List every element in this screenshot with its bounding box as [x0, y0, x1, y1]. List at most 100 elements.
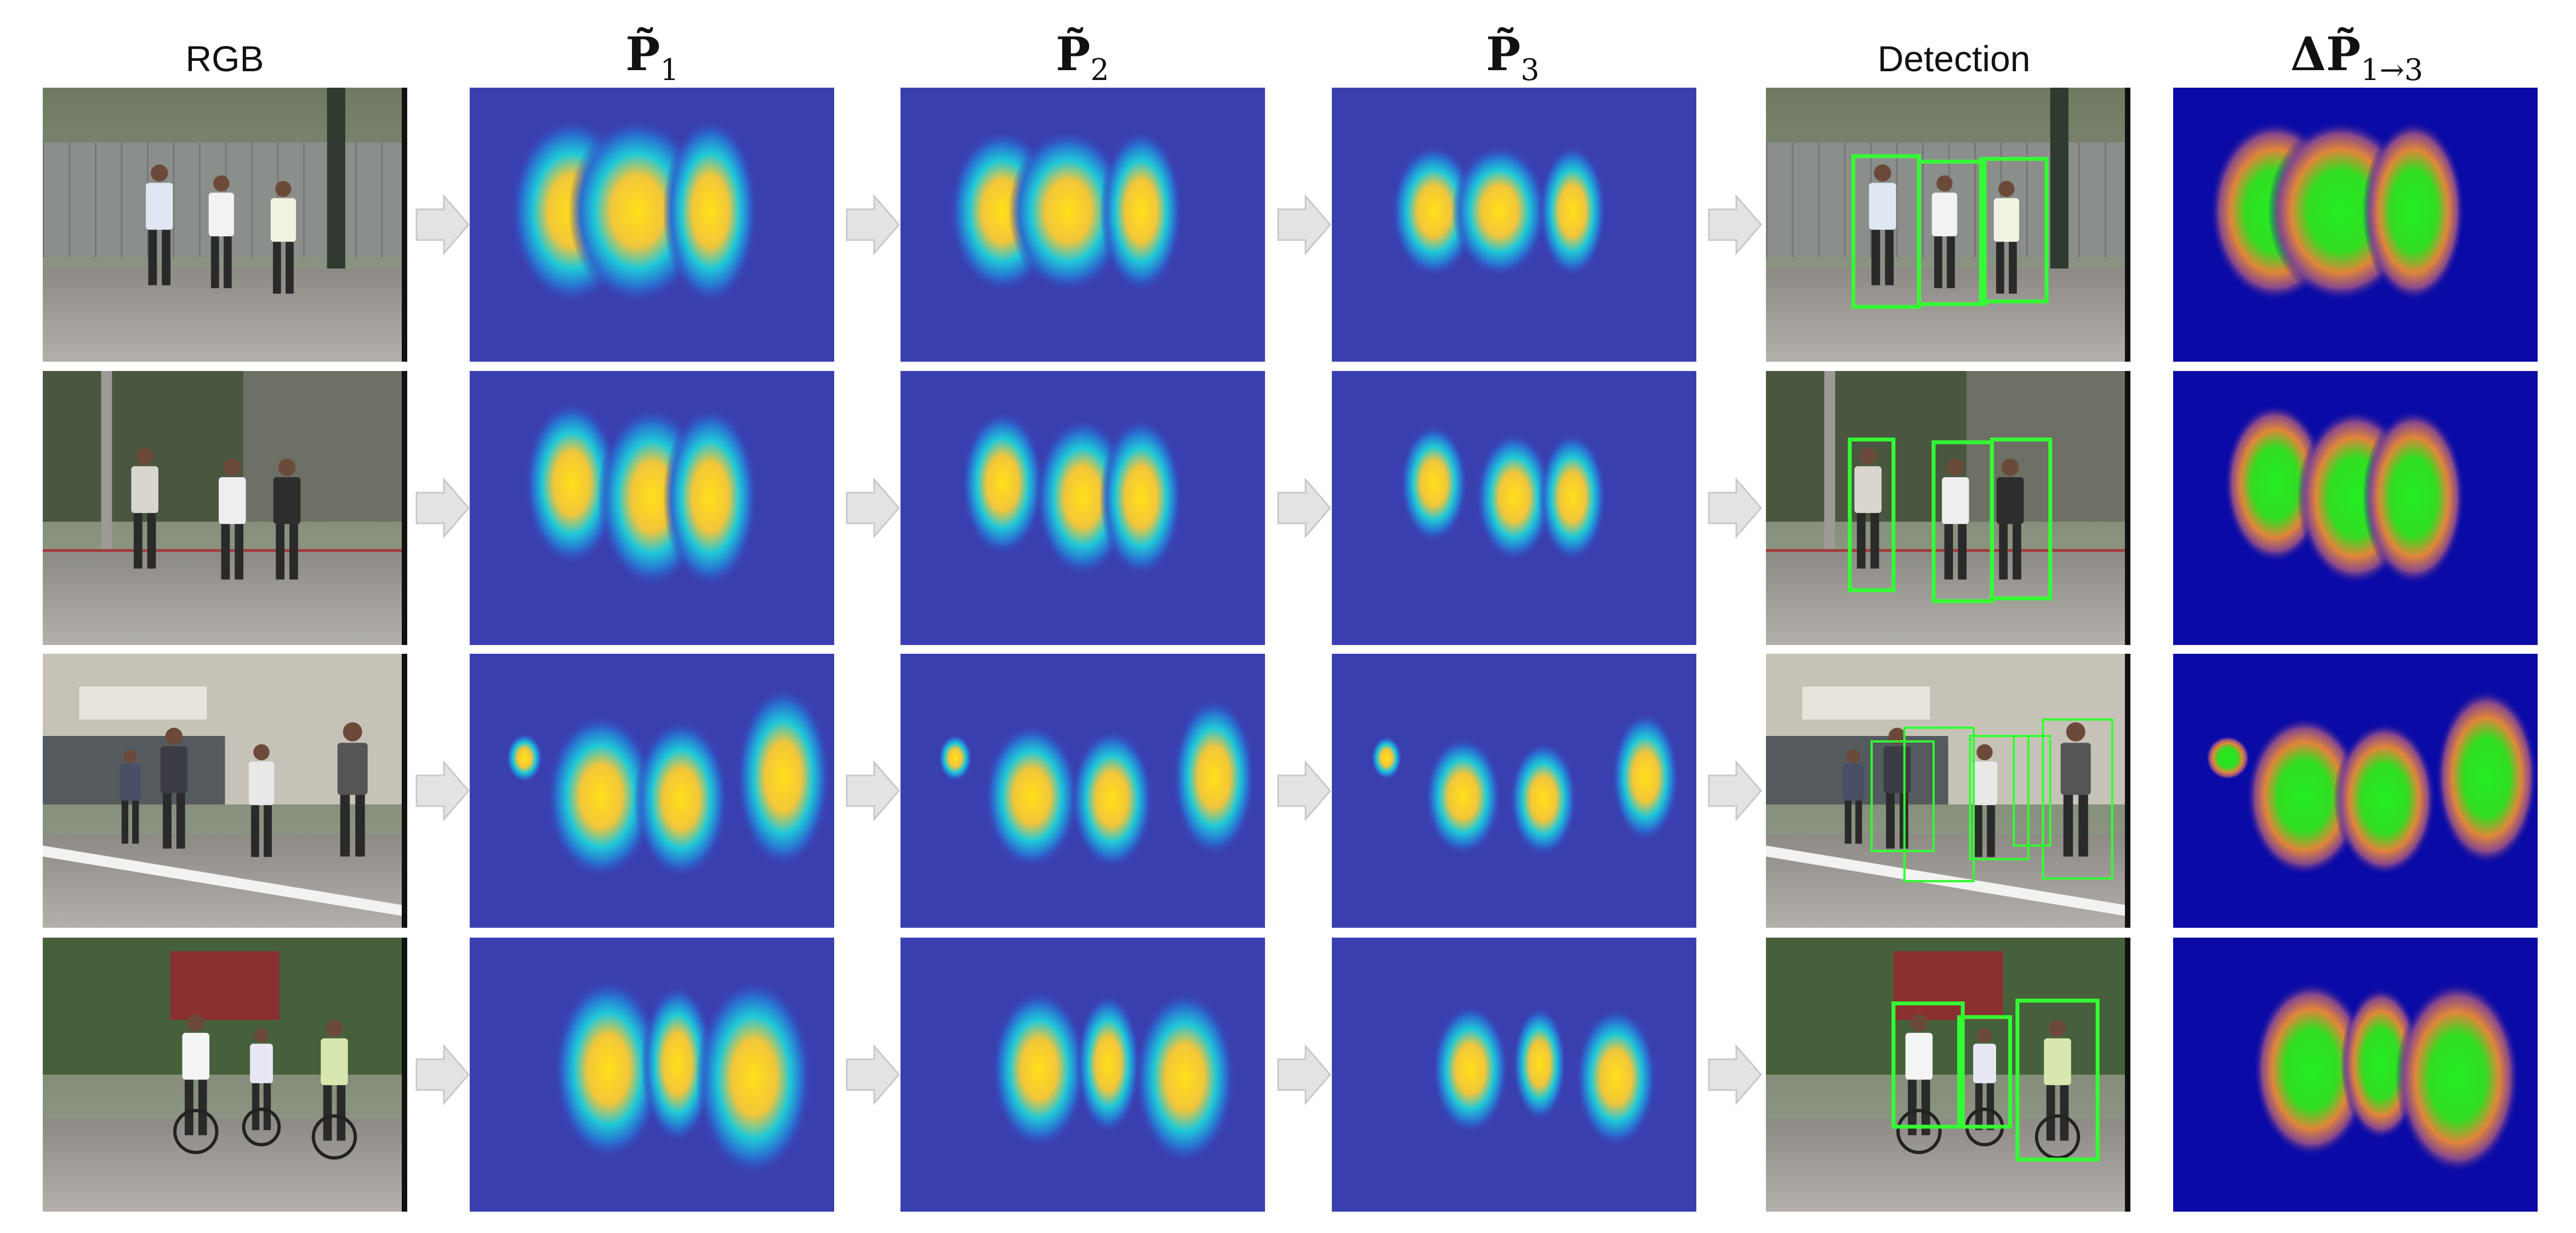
figure-row-road-three-cyclists [43, 938, 2538, 1212]
right-arrow-icon [1708, 1043, 1762, 1106]
person [1993, 181, 2019, 294]
fence-post [1922, 142, 1924, 258]
fence-post [43, 142, 44, 258]
frame-border [402, 88, 407, 362]
person-head [2001, 459, 2019, 476]
detection-box [1979, 157, 2049, 304]
person-torso [146, 182, 173, 230]
person-head [165, 728, 183, 745]
person-leg [132, 800, 139, 844]
person-torso [248, 761, 275, 806]
heatmap-blob [546, 714, 656, 878]
person-leg [133, 513, 143, 569]
building [243, 371, 407, 522]
fence-post [199, 142, 201, 258]
person-leg [1844, 800, 1852, 844]
person [311, 1020, 357, 1160]
person [1996, 459, 2024, 580]
person-leg [185, 1080, 193, 1135]
detection-box [1917, 159, 1987, 306]
person [242, 1028, 281, 1146]
person-head [1977, 1028, 1992, 1043]
fence-post [1974, 142, 1976, 258]
person-torso [1869, 182, 1896, 230]
person-leg [162, 230, 171, 286]
person-head [275, 181, 292, 197]
difference-blob [2395, 981, 2520, 1173]
person-head [213, 175, 230, 192]
heatmap-blob [1172, 698, 1256, 857]
detection-box [2015, 998, 2100, 1162]
person-torso [321, 1038, 348, 1086]
person-head [253, 744, 270, 761]
person [270, 181, 296, 294]
person-head [1936, 175, 1953, 192]
pole [1824, 371, 1836, 563]
heatmap-blob [1099, 129, 1183, 293]
person-torso [1883, 746, 1911, 794]
rgb-image [43, 654, 407, 928]
bicycle-wheel [311, 1114, 357, 1160]
heatmap-p1 [470, 88, 834, 362]
person-leg [1944, 524, 1953, 580]
frame-border [2125, 88, 2130, 362]
person-leg [2078, 795, 2088, 857]
person-head [224, 459, 241, 476]
heatmap-p1 [470, 654, 834, 928]
person-leg [323, 1085, 332, 1141]
heatmap-blob [1371, 736, 1403, 780]
person-head [187, 1014, 205, 1032]
right-arrow-icon [846, 193, 900, 256]
right-arrow-icon [846, 1043, 900, 1106]
person-leg [2046, 1085, 2055, 1141]
right-arrow-icon [846, 477, 900, 539]
heatmap-p1 [470, 938, 834, 1212]
person-leg [1974, 805, 1982, 857]
person-leg [1947, 236, 1955, 288]
heatmap-blob [506, 733, 543, 783]
rgb-image [43, 938, 407, 1212]
detection-box [1848, 437, 1896, 592]
person-head [343, 722, 362, 741]
person-leg [1986, 1083, 1994, 1131]
person-leg [286, 242, 294, 294]
person-torso [1942, 477, 1969, 524]
heatmap-blob [634, 720, 729, 878]
person [248, 744, 275, 857]
shop-sign [1802, 687, 1930, 720]
person-leg [1987, 805, 1995, 857]
rgb-image [43, 371, 407, 645]
person [160, 728, 188, 849]
difference-blob [2362, 121, 2465, 301]
difference-map [2173, 371, 2538, 645]
person-leg [340, 795, 350, 857]
detection-box [1903, 727, 1975, 882]
person-leg [235, 524, 244, 580]
person-leg [1999, 524, 2008, 580]
difference-blob [2253, 981, 2370, 1157]
difference-map [2173, 938, 2538, 1212]
road [43, 1118, 407, 1212]
heatmap-blob [1538, 432, 1606, 562]
heatmap-p3 [1332, 371, 1696, 645]
heatmap-blob [1099, 418, 1183, 576]
person-head [326, 1020, 343, 1037]
person-leg [2060, 1085, 2069, 1141]
person-leg [337, 1085, 346, 1141]
fence-post [1792, 142, 1794, 258]
right-arrow-icon [415, 760, 470, 822]
heatmap-blob [1390, 145, 1477, 277]
person-torso [2044, 1038, 2071, 1086]
person-leg [1908, 1080, 1917, 1135]
heatmap-blob [641, 984, 714, 1143]
person-leg [252, 1083, 260, 1131]
heatmap-blob [1008, 129, 1128, 293]
column-title-detection: Detection [1878, 38, 2031, 79]
fence-post [2078, 142, 2080, 258]
heatmap-blob [524, 401, 619, 566]
heatmap-blob [1575, 1007, 1657, 1148]
column-title-p3: P̃3 [1486, 27, 1540, 87]
figure-rows [43, 88, 2538, 1212]
fence-post [69, 142, 71, 258]
heatmap-blob [663, 118, 758, 304]
